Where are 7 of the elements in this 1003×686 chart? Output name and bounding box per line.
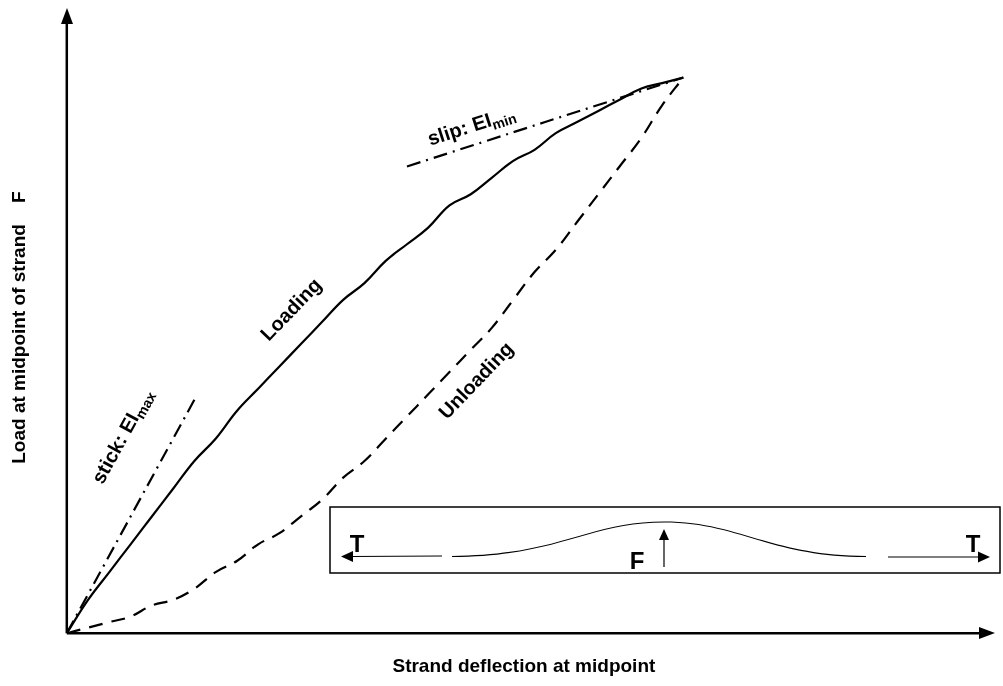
annotation: T bbox=[349, 530, 365, 557]
text: stick: EImax bbox=[86, 388, 160, 488]
y-axis-title: Load at midpoint of strand F bbox=[7, 191, 29, 464]
annotation: F bbox=[629, 547, 645, 574]
annotation: T bbox=[965, 530, 981, 557]
text: slip: EImin bbox=[424, 108, 519, 150]
x-axis-title: Strand deflection at midpoint bbox=[392, 654, 656, 676]
